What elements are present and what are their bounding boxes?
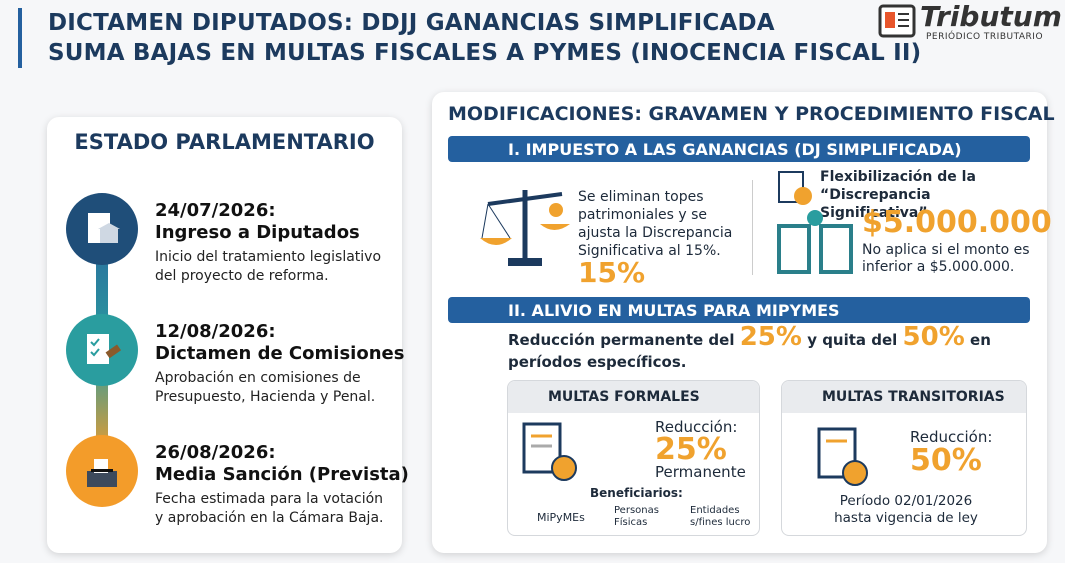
modifications-title: MODIFICACIONES: GRAVAMEN Y PROCEDIMIENTO… [448,103,1055,125]
status-title: ESTADO PARLAMENTARIO [74,130,375,154]
document-icon [817,427,868,486]
accent-bar [18,8,22,68]
reduction-value: 50% [910,443,982,478]
divider [752,180,753,275]
beneficiary: Personas Físicas [614,505,659,528]
box-header: MULTAS FORMALES [508,381,759,413]
reduction-label: Reducción: [655,418,738,436]
document-icon [522,422,577,481]
summary-value: 25% [739,322,802,352]
section-bar: I. IMPUESTO A LAS GANANCIAS (DJ SIMPLIFI… [448,136,1030,162]
highlight-value: 15% [578,256,646,289]
section-bar: II. ALIVIO EN MULTAS PARA MIPYMES [448,297,1030,323]
gear-icon [778,171,812,205]
box-header: MULTAS TRANSITORIAS [782,381,1026,413]
amount: $5.000.000 [862,205,1052,240]
section-title: II. ALIVIO EN MULTAS PARA MIPYMES [508,300,840,320]
step-description: Inicio del tratamiento legislativo del p… [155,249,382,284]
step-icon [66,435,138,507]
summary-value: 50% [902,322,965,352]
logo-icon [878,4,916,38]
amount-note: No aplica si el monto es inferior a $5.0… [862,242,1030,275]
logo-tagline: PERIÓDICO TRIBUTARIO [926,32,1044,42]
beneficiaries-title: Beneficiarios: [590,486,683,500]
summary-text: Reducción permanente del [508,331,735,349]
box-title: MULTAS FORMALES [548,389,700,405]
box-title: MULTAS TRANSITORIAS [822,389,1005,405]
step-icon [66,193,138,265]
step-icon [66,314,138,386]
step-description: Aprobación en comisiones de Presupuesto,… [155,370,376,405]
reduction-sub: Permanente [655,463,746,481]
beneficiary: Entidades s/fines lucro [690,505,751,528]
step-date: 26/08/2026: [155,442,276,463]
gate-icon [777,210,853,274]
reduction-label: Reducción: [910,428,993,446]
step-title: Dictamen de Comisiones [155,343,405,364]
section-title: I. IMPUESTO A LAS GANANCIAS (DJ SIMPLIFI… [508,139,962,159]
summary-text: y quita del [807,331,898,349]
beneficiary: MiPyMEs [537,511,585,524]
summary-text: en períodos específicos. [508,331,991,371]
scale-icon [480,190,570,266]
section1-heading: Flexibilización de la “Discrepancia Sign… [820,169,976,221]
step-date: 12/08/2026: [155,321,276,342]
reduction-value: 25% [655,432,727,467]
period: Período 02/01/2026 hasta vigencia de ley [834,493,978,526]
step-description: Fecha estimada para la votación y aproba… [155,491,384,526]
summary: Reducción permanente del 25% y quita del… [508,324,1028,373]
logo-name: Tributum [920,0,1062,33]
step-title: Ingreso a Diputados [155,222,360,243]
step-title: Media Sanción (Prevista) [155,464,409,485]
section1-text: Se eliminan topes patrimoniales y se aju… [578,189,733,259]
headline: DICTAMEN DIPUTADOS: DDJJ GANANCIAS SIMPL… [48,10,775,36]
headline: SUMA BAJAS EN MULTAS FISCALES A PYMES (I… [48,40,922,66]
step-date: 24/07/2026: [155,200,276,221]
